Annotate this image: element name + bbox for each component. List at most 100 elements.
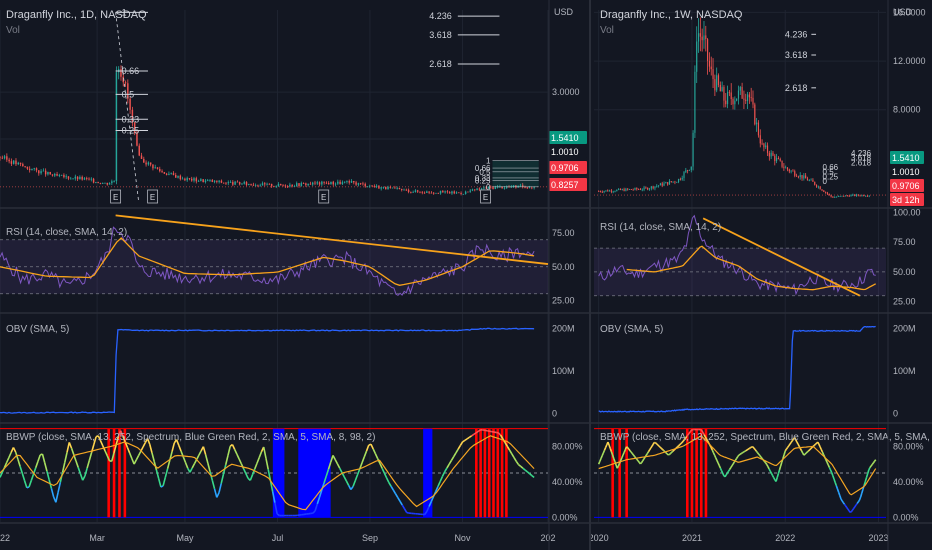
right-bbwp-pane[interactable] — [594, 428, 886, 518]
candle-body — [690, 166, 692, 170]
candle-body — [783, 166, 785, 168]
bbwp-segment — [126, 447, 131, 454]
bbwp-segment — [251, 468, 256, 475]
bbwp-segment — [727, 468, 731, 472]
bbwp-segment — [731, 463, 734, 467]
bbwp-segment — [441, 471, 446, 477]
candle-body — [277, 184, 280, 187]
bbwp-axis-tick: 0.00% — [893, 512, 919, 522]
bbwp-segment — [383, 472, 388, 479]
bbwp-segment — [834, 482, 838, 486]
left-price-axis[interactable]: 3.00002.00001.54101.00100.97060.825775.0… — [549, 87, 587, 522]
candle-body — [619, 188, 622, 190]
bbwp-segment — [770, 472, 774, 476]
bbwp-segment — [758, 453, 761, 457]
candle-body — [830, 194, 832, 197]
candle-body — [448, 192, 451, 194]
bbwp-segment — [508, 449, 513, 455]
candle-body — [526, 187, 529, 189]
bbwp-segment — [77, 467, 82, 475]
left-time-axis[interactable]: 2022 Mar May Jul Sep Nov 202 — [0, 533, 556, 543]
bbwp-segment — [821, 451, 825, 455]
candle-body — [35, 168, 38, 171]
rsi-axis-tick: 75.00 — [893, 237, 916, 247]
bbwp-segment — [0, 472, 3, 478]
candle-body — [614, 191, 616, 192]
bbwp-segment — [835, 485, 839, 490]
right-time-axis[interactable]: 2020 2021 2022 2023 — [589, 533, 889, 543]
time-axis-label: 2022 — [0, 533, 10, 543]
candle-body — [757, 122, 760, 136]
bbwp-segment — [325, 468, 330, 477]
candle-body — [625, 188, 627, 192]
candle-body — [608, 190, 611, 192]
bbwp-segment — [318, 489, 323, 498]
candle-body — [149, 162, 152, 165]
bbwp-segment — [448, 460, 453, 465]
candle-body — [51, 174, 54, 176]
candle-body — [88, 178, 90, 180]
bbwp-segment — [597, 461, 601, 465]
candle-body — [10, 161, 13, 164]
bbwp-segment — [162, 477, 167, 487]
fib-level-label: 4.236 — [785, 29, 808, 39]
right-rsi-pane[interactable] — [594, 214, 886, 297]
bbwp-segment — [839, 495, 842, 500]
candle-body — [480, 188, 483, 190]
left-rsi-pane[interactable] — [0, 214, 549, 296]
bbwp-segment — [866, 469, 870, 475]
price-tag-label: 3d 12h — [892, 195, 920, 205]
candle-body — [697, 33, 700, 42]
bbwp-segment — [84, 467, 88, 477]
right-rsi-label: RSI (14, close, SMA, 14, 2) — [600, 222, 721, 233]
bbwp-segment — [797, 443, 800, 447]
candle-body — [216, 180, 218, 182]
left-bbwp-pane[interactable] — [0, 428, 548, 518]
bbwp-segment — [735, 456, 739, 459]
bbwp-segment — [254, 462, 258, 470]
bbwp-segment — [785, 446, 789, 450]
bbwp-segment — [711, 449, 715, 453]
candle-body — [857, 194, 859, 196]
bbwp-segment — [513, 457, 517, 462]
candle-body — [79, 176, 81, 180]
candle-body — [416, 190, 419, 192]
bbwp-segment — [705, 438, 709, 442]
right-obv-pane[interactable] — [598, 325, 876, 413]
bbwp-segment — [746, 448, 749, 451]
bbwp-segment — [719, 467, 723, 471]
candle-body — [515, 185, 517, 188]
candle-body — [357, 183, 360, 185]
candle-body — [307, 183, 309, 186]
bbwp-segment — [95, 435, 99, 438]
bbwp-segment — [327, 461, 332, 470]
fib-level-label: 0.66 — [122, 66, 140, 76]
left-rsi-label: RSI (14, close, SMA, 14, 2) — [6, 227, 127, 238]
candle-body — [663, 183, 665, 186]
bbwp-segment — [659, 446, 662, 449]
bbwp-axis-tick: 0.00% — [552, 512, 578, 522]
bbwp-segment — [750, 446, 753, 449]
right-price-axis[interactable]: 16.0000 12.0000 8.0000 1.5410 1.0010 0.9706 3d… — [890, 7, 926, 522]
candle-body — [670, 181, 672, 183]
price-axis-tick: 16.0000 — [893, 7, 926, 17]
candle-body — [385, 186, 387, 190]
left-price-pane[interactable]: 10.660.50.330.254.2363.6182.61810.660.50… — [0, 7, 548, 204]
rsi-axis-tick: 50.00 — [552, 262, 575, 272]
bbwp-segment — [249, 474, 254, 481]
candle-body — [19, 162, 22, 165]
candle-body — [159, 168, 161, 172]
candle-body — [841, 195, 843, 197]
bbwp-segment — [189, 467, 193, 473]
bbwp-segment — [370, 443, 374, 450]
candle-body — [852, 194, 854, 196]
bbwp-segment — [716, 460, 719, 464]
left-obv-pane[interactable] — [0, 327, 535, 414]
candle-body — [188, 178, 191, 179]
right-price-pane[interactable]: 4.2363.6182.6184.2363.6182.6180.660.50.2… — [594, 17, 886, 198]
candle-body — [667, 182, 669, 185]
candle-body — [387, 186, 389, 190]
bbwp-segment — [740, 452, 743, 455]
candle-body — [175, 174, 177, 178]
candle-body — [759, 135, 761, 144]
